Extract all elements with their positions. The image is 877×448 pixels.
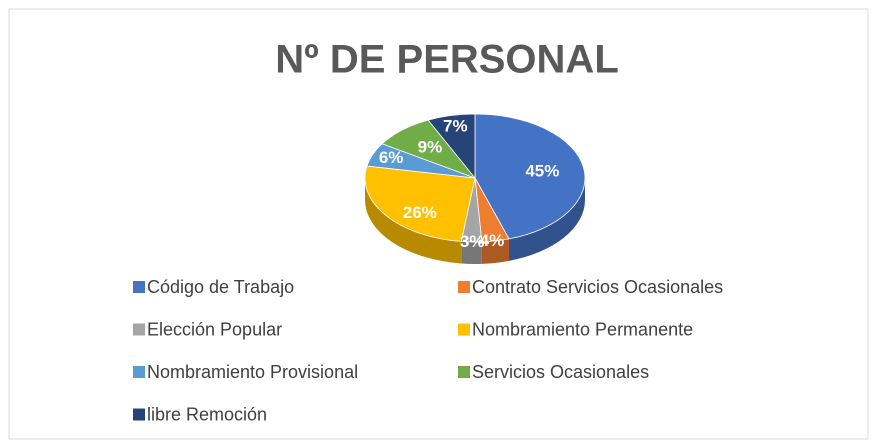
slice-side [481, 238, 509, 264]
legend-label: Código de Trabajo [147, 277, 294, 297]
legend-swatch [133, 281, 145, 293]
legend-swatch [458, 366, 470, 378]
data-label: 4% [480, 231, 505, 250]
data-label: 45% [525, 161, 559, 180]
legend-swatch [458, 281, 470, 293]
data-label: 9% [418, 138, 443, 157]
legend-swatch [133, 408, 145, 421]
slice [364, 165, 476, 242]
legend-label: Nombramiento Permanente [472, 319, 693, 339]
legend-label: Contrato Servicios Ocasionales [472, 277, 723, 297]
legend-swatch [133, 323, 145, 336]
legend-swatch [133, 366, 145, 378]
chart-title: Nº DE PERSONAL [275, 38, 619, 82]
data-label: 3% [460, 232, 485, 251]
legend-swatch [458, 323, 470, 336]
slice-side [508, 178, 585, 261]
legend-label: Nombramiento Provisional [147, 362, 358, 382]
legend-label: libre Remoción [147, 404, 267, 424]
legend-label: Servicios Ocasionales [472, 362, 649, 382]
data-label: 7% [443, 116, 468, 135]
slice [427, 113, 476, 180]
slice-side [365, 178, 462, 264]
data-label: 6% [379, 148, 404, 167]
legend-label: Elección Popular [147, 319, 282, 339]
data-label: 26% [403, 203, 437, 222]
slice-side [461, 241, 482, 264]
slice [474, 113, 586, 240]
